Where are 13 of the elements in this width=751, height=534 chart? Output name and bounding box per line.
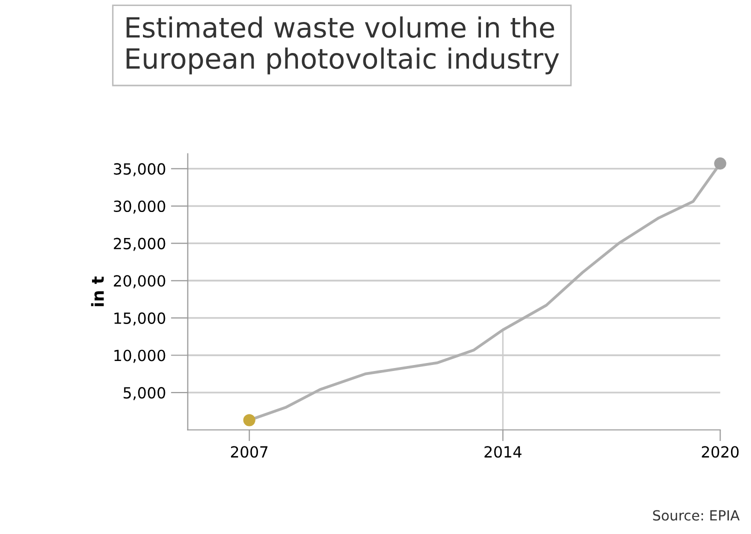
x-tick-label: 2014 bbox=[484, 446, 522, 458]
chart-title: Estimated waste volume in the European photovoltaic industry bbox=[126, 16, 559, 74]
y-tick-label: 20,000 bbox=[114, 275, 166, 288]
y-tick-label: 5,000 bbox=[124, 387, 166, 400]
y-tick-label: 25,000 bbox=[114, 238, 166, 251]
x-tick-label: 2007 bbox=[231, 446, 268, 458]
y-axis-title: in t bbox=[91, 276, 104, 306]
source-note: Source: EPIA bbox=[653, 510, 740, 521]
y-tick-label: 15,000 bbox=[114, 312, 166, 326]
y-tick-label: 10,000 bbox=[114, 350, 166, 363]
y-tick-label: 30,000 bbox=[114, 200, 166, 214]
y-tick-label: 35,000 bbox=[114, 163, 166, 176]
x-tick-label: 2020 bbox=[702, 446, 739, 458]
